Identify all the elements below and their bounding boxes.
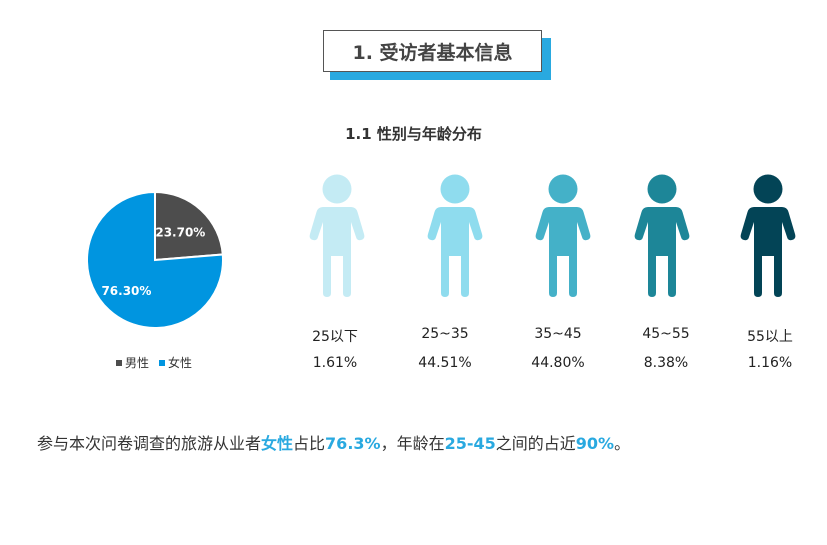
summary-part-2: 占比 — [293, 434, 326, 453]
age-group-label: 45~55 — [642, 326, 690, 342]
summary-highlight-age-range: 25-45 — [444, 434, 496, 453]
pie-legend: 男性 女性 — [116, 354, 192, 371]
person-icon — [622, 172, 702, 297]
age-group-label: 25以下 — [312, 329, 358, 345]
age-group-value: 44.80% — [531, 355, 585, 371]
summary-part-5: 。 — [614, 434, 631, 453]
chart-subtitle: 1.1 性别与年龄分布 — [345, 125, 482, 143]
gender-pie-chart: 23.70% 76.30% — [86, 190, 224, 329]
legend-label-male: 男性 — [125, 356, 150, 370]
person-icon — [523, 172, 603, 297]
age-group-label: 55以上 — [747, 329, 793, 345]
age-group-value: 1.61% — [312, 355, 358, 371]
section-title: 1. 受访者基本信息 — [323, 30, 542, 72]
person-icon — [297, 172, 377, 297]
legend-item-female: 女性 — [159, 354, 192, 371]
summary-text: 参与本次问卷调查的旅游从业者女性占比76.3%，年龄在25-45之间的占近90%… — [37, 430, 630, 454]
legend-swatch-male — [116, 359, 122, 366]
person-icon — [415, 172, 495, 297]
legend-label-female: 女性 — [168, 356, 193, 370]
age-group-label: 35~45 — [534, 326, 582, 342]
legend-swatch-female — [159, 359, 166, 366]
summary-part-4: 之间的占近 — [495, 434, 576, 453]
pie-label-female: 76.30% — [101, 284, 151, 298]
pie-label-male: 23.70% — [155, 225, 205, 239]
age-group-label: 25~35 — [421, 326, 469, 342]
person-icon — [728, 172, 808, 297]
summary-highlight-share: 76.3% — [325, 434, 381, 453]
section-title-block: 1. 受访者基本信息 — [323, 30, 553, 80]
summary-highlight-ninety: 90% — [575, 434, 615, 453]
age-group-value: 8.38% — [643, 355, 689, 371]
summary-part-3: ，年龄在 — [380, 434, 445, 453]
pie-slice-male — [154, 190, 224, 262]
age-group-value: 1.16% — [747, 355, 793, 371]
summary-part-1: 参与本次问卷调查的旅游从业者 — [37, 434, 262, 453]
legend-item-male: 男性 — [116, 354, 149, 371]
age-group-value: 44.51% — [418, 355, 472, 371]
pie-slice-female — [86, 190, 224, 329]
summary-highlight-female: 女性 — [261, 434, 294, 453]
